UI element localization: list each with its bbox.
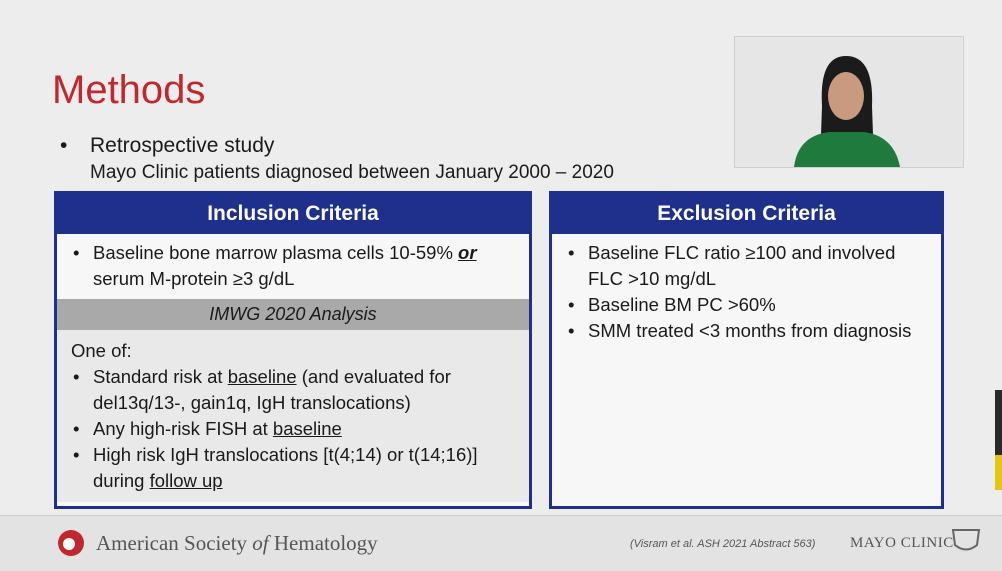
inclusion-list: One of: Standard risk at baseline (and e… — [57, 330, 529, 502]
lead: One of: — [71, 340, 132, 361]
brand: MAYO CLINIC — [850, 535, 954, 551]
text: (and evaluated for del13q/13-, gain1q, I… — [93, 366, 451, 413]
text: serum M-protein ≥3 g/dL — [93, 268, 295, 289]
intro: Retrospective study — [58, 134, 274, 158]
text: American Society — [96, 531, 253, 555]
list-item: High risk IgH translocations [t(4;14) or… — [71, 442, 515, 494]
list-item: Any high-risk FISH at baseline — [71, 416, 515, 442]
society-name: American Society of Hematology — [96, 531, 378, 556]
exclusion-title: Exclusion Criteria — [552, 194, 941, 234]
list-item: Baseline FLC ratio ≥100 and involved FLC… — [566, 240, 927, 292]
inclusion-criterion: Baseline bone marrow plasma cells 10-59%… — [71, 240, 515, 292]
list-item: Baseline BM PC >60% — [566, 292, 927, 318]
mayo-logo — [951, 529, 981, 551]
exclusion-box: Exclusion Criteria Baseline FLC ratio ≥1… — [549, 191, 944, 509]
text-underline: baseline — [227, 366, 297, 387]
list-item: SMM treated <3 months from diagnosis — [566, 318, 927, 344]
citation: (Visram et al. ASH 2021 Abstract 563) — [630, 538, 816, 550]
text-underline: baseline — [272, 418, 342, 439]
text: Hematology — [268, 531, 378, 555]
text-underline: follow up — [149, 470, 223, 491]
edge-accent — [995, 455, 1002, 490]
text: Standard risk at — [93, 366, 228, 387]
analysis-band: IMWG 2020 Analysis — [57, 299, 529, 330]
intro-detail: Mayo Clinic patients diagnosed between J… — [90, 162, 614, 183]
exclusion-list: Baseline FLC ratio ≥100 and involved FLC… — [552, 234, 941, 344]
inclusion-title: Inclusion Criteria — [57, 194, 529, 234]
text: High risk IgH translocations [t(4;14) or… — [93, 444, 478, 491]
edge-strip — [995, 390, 1002, 490]
slide-title: Methods — [52, 68, 206, 112]
text-emphasis: or — [458, 242, 477, 263]
inclusion-box: Inclusion Criteria Baseline bone marrow … — [54, 191, 532, 509]
text-italic: of — [252, 531, 269, 555]
text: Any high-risk FISH at — [93, 418, 273, 439]
footer — [0, 515, 1002, 571]
list-item: Standard risk at baseline (and evaluated… — [71, 364, 515, 416]
text: Baseline bone marrow plasma cells 10-59% — [93, 242, 459, 263]
ash-logo — [58, 530, 84, 556]
webcam — [734, 36, 964, 168]
intro-bullet: Retrospective study — [58, 134, 274, 158]
